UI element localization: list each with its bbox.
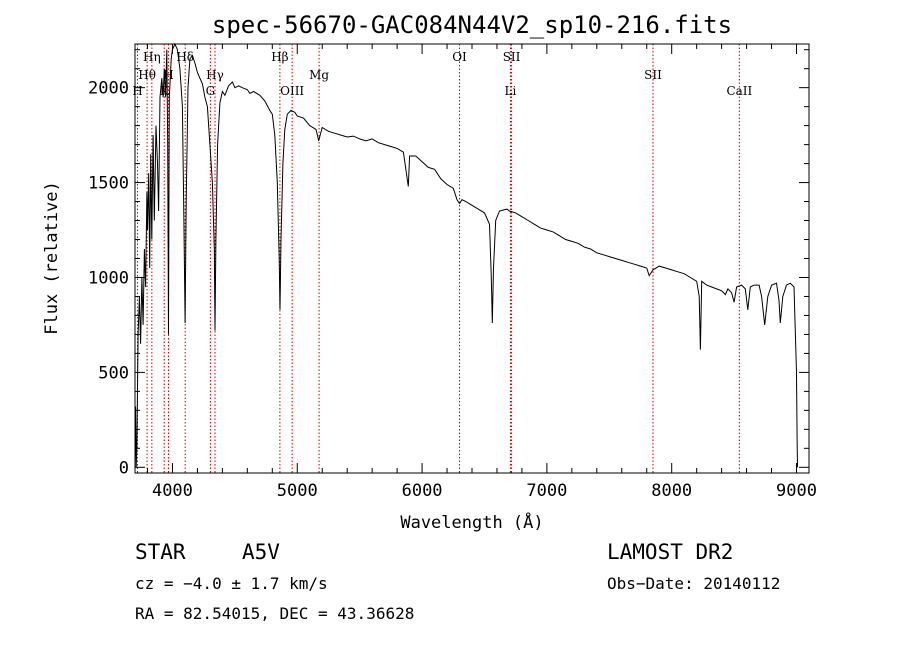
redshift-velocity: cz = −4.0 ± 1.7 km/s: [135, 574, 328, 593]
spectral-line-markers: [136, 44, 740, 473]
x-tick-label: 8000: [651, 481, 692, 501]
spectral-line-label: SII: [503, 50, 521, 64]
spectral-line-label: Hβ: [271, 50, 288, 64]
x-axis-ticks: 4000 5000 6000 7000 8000 9000: [146, 44, 817, 501]
spectral-line-label: OIII: [280, 84, 304, 98]
spectral-line-label: Li: [505, 84, 517, 98]
spectral-subclass: A5V: [242, 540, 280, 564]
survey-name: LAMOST DR2: [607, 540, 733, 564]
spectral-line-label: K: [160, 84, 170, 98]
spectral-line-label: Mg: [309, 68, 329, 82]
spectral-line-label: Hγ: [206, 68, 224, 82]
x-tick-label: 7000: [526, 481, 567, 501]
y-axis-ticks: 0 500 1000 1500 2000: [88, 49, 809, 478]
spectral-line-label: Hθ: [138, 68, 156, 82]
x-tick-label: 6000: [402, 481, 443, 501]
object-class: STAR: [135, 540, 186, 564]
spectral-line-label: SII: [644, 68, 662, 82]
spectral-line-label: CaII: [726, 84, 752, 98]
spectral-line-label: H: [163, 68, 173, 82]
ra-dec-coordinates: RA = 82.54015, DEC = 43.36628: [135, 604, 414, 623]
y-tick-label: 500: [98, 363, 129, 383]
y-tick-label: 2000: [88, 79, 129, 99]
y-tick-label: 1000: [88, 268, 129, 288]
x-axis-label: Wavelength (Å): [400, 511, 543, 533]
observation-date: Obs−Date: 20140112: [607, 574, 780, 593]
y-tick-label: 1500: [88, 174, 129, 194]
y-tick-label: 0: [119, 458, 129, 478]
spectral-line-label: Hη: [143, 50, 161, 64]
chart-title: spec-56670-GAC084N44V2_sp10-216.fits: [212, 11, 732, 39]
x-tick-label: 9000: [776, 481, 817, 501]
plot-frame: [134, 43, 810, 474]
spectrum-series-line: [134, 42, 798, 468]
spectral-line-label: H: [132, 84, 142, 98]
x-tick-label: 5000: [277, 481, 318, 501]
spectral-line-label: OI: [452, 50, 467, 64]
x-tick-label: 4000: [152, 481, 193, 501]
spectral-line-label: G: [206, 84, 216, 98]
y-axis-label: Flux (relative): [42, 181, 62, 335]
